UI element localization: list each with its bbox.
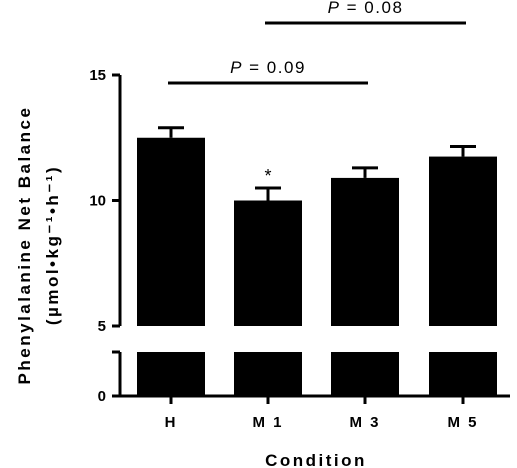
comparison-label: P = 0.09: [230, 58, 306, 77]
y-tick-label: 5: [98, 318, 106, 335]
x-axis-label: Condition: [265, 451, 367, 468]
y-tick-label: 0: [98, 388, 106, 405]
p-symbol: P: [328, 0, 341, 17]
comparison-label: P = 0.08: [328, 0, 404, 17]
significance-asterisk: *: [264, 166, 271, 186]
x-tick-label: M 1: [252, 414, 283, 431]
y-tick-label: 10: [89, 193, 106, 210]
bar: [429, 156, 497, 326]
y-tick-label: 15: [89, 67, 106, 84]
y-axis-unit-label: (µmol•kg⁻¹•h⁻¹): [43, 165, 62, 325]
bar: [137, 137, 205, 326]
bar: [234, 200, 302, 326]
x-tick-label: M 5: [447, 414, 478, 431]
chart-error-bars: [158, 126, 476, 201]
x-tick-label: M 3: [349, 414, 380, 431]
bar: [331, 177, 399, 326]
p-symbol: P: [230, 58, 243, 77]
p-value: = 0.09: [243, 58, 306, 77]
chart-ticks: 0 5 10 15 H M 1 M 3 M 5: [89, 67, 478, 431]
p-value: = 0.08: [340, 0, 403, 17]
chart-bars: [137, 137, 497, 396]
bar-lower-segment: [331, 352, 399, 396]
bar-lower-segment: [234, 352, 302, 396]
chart-annotations: *P = 0.09P = 0.08: [168, 0, 466, 186]
bar-lower-segment: [429, 352, 497, 396]
y-axis-label: Phenylalanine Net Balance: [15, 106, 34, 385]
bar-lower-segment: [137, 352, 205, 396]
x-tick-label: H: [165, 414, 178, 431]
